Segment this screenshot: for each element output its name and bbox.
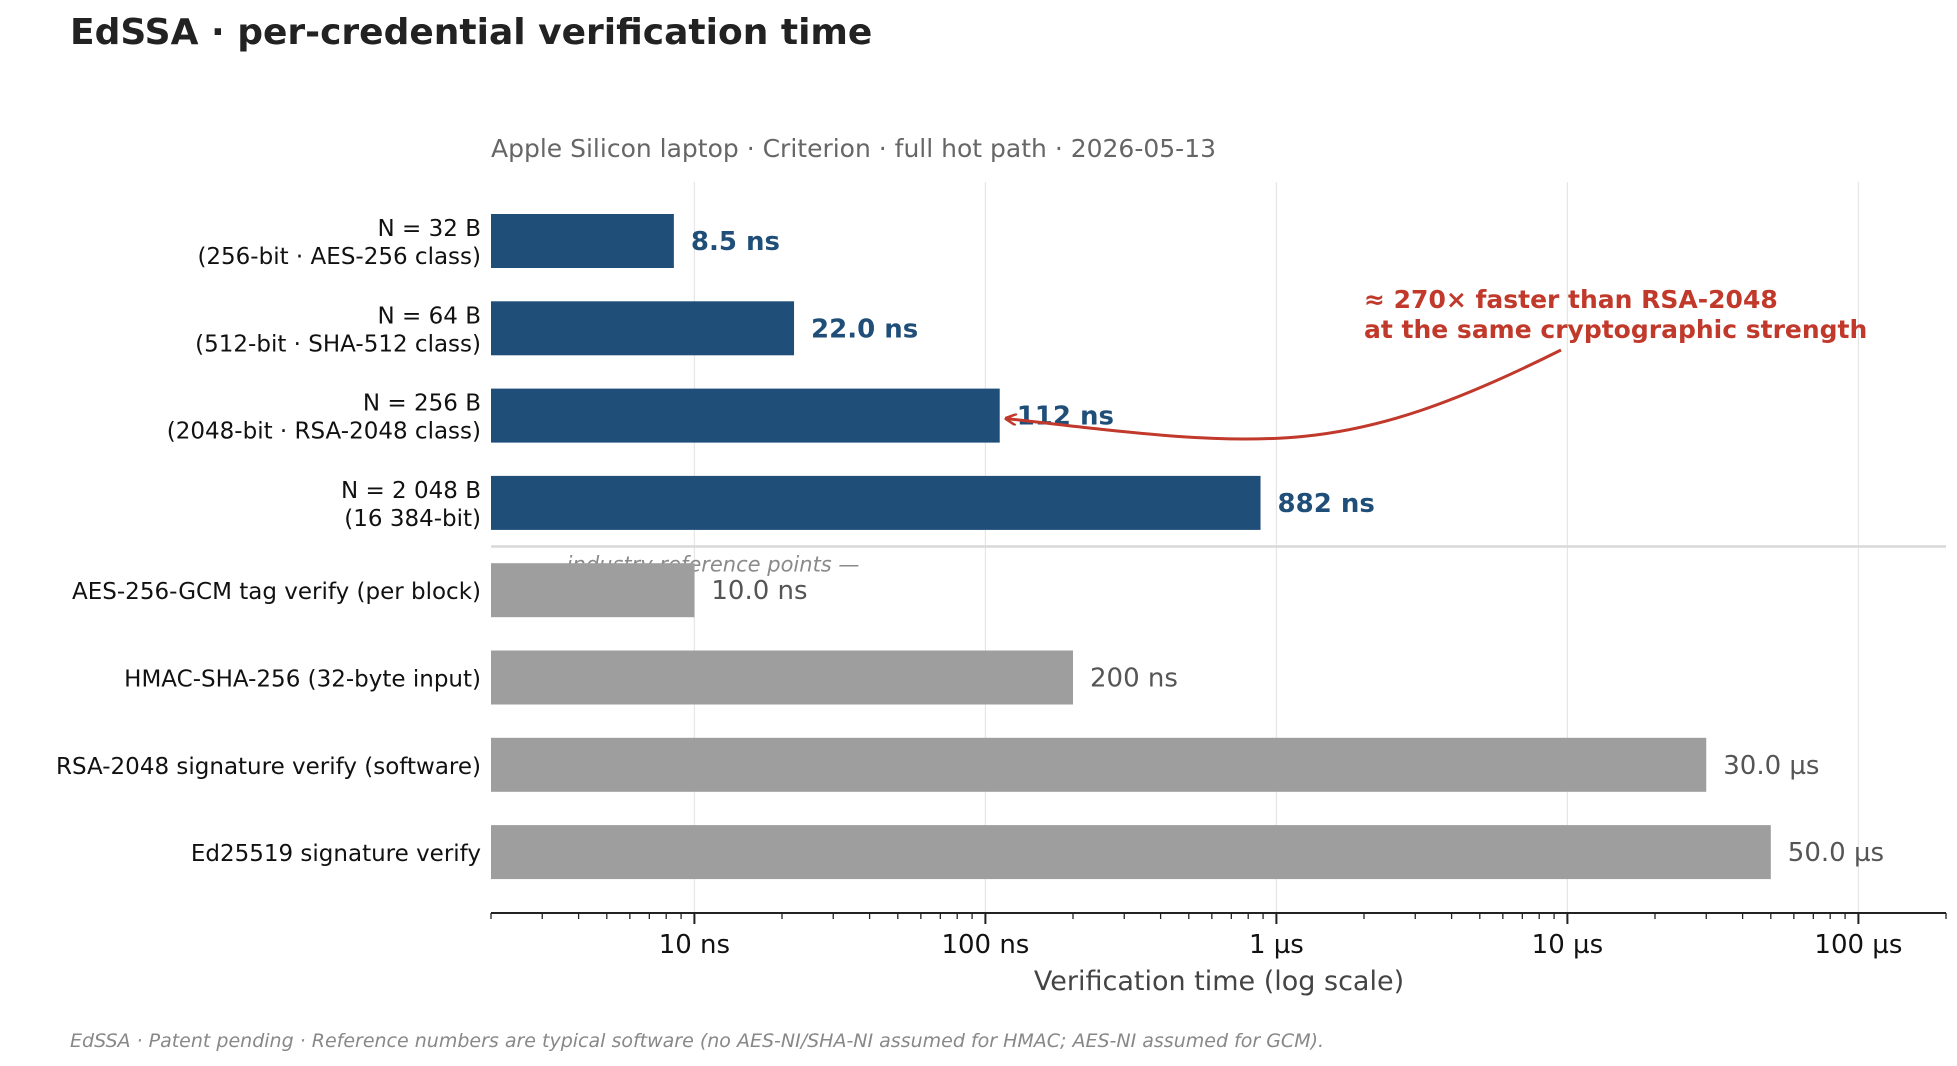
tick-label: 1 µs — [1249, 930, 1304, 960]
category-label: N = 256 B — [363, 391, 481, 417]
category-label: Ed25519 signature verify — [191, 841, 481, 867]
chart-title: EdSSA · per-credential verification time — [70, 12, 872, 53]
tick-label: 100 ns — [941, 930, 1029, 960]
category-label: N = 2 048 B — [341, 478, 481, 504]
bar — [491, 214, 674, 268]
tick-label: 100 µs — [1814, 930, 1902, 960]
annotation-text: ≈ 270× faster than RSA-2048 — [1364, 285, 1778, 314]
category-label: HMAC-SHA-256 (32-byte input) — [124, 667, 481, 693]
chart-subtitle: Apple Silicon laptop · Criterion · full … — [491, 134, 1216, 163]
category-label: (2048-bit · RSA-2048 class) — [167, 419, 481, 445]
bar — [491, 563, 695, 618]
category-label: AES-256-GCM tag verify (per block) — [72, 579, 481, 605]
category-label: N = 64 B — [378, 303, 481, 329]
category-label: RSA-2048 signature verify (software) — [56, 754, 481, 780]
data-label: 10.0 ns — [711, 576, 807, 606]
data-label: 112 ns — [1017, 402, 1114, 432]
data-label: 882 ns — [1278, 489, 1375, 519]
bar — [491, 650, 1073, 705]
bars: 8.5 ns N = 32 B(256-bit · AES-256 class) 2… — [56, 214, 1946, 880]
bar — [491, 737, 1707, 792]
data-label: 22.0 ns — [811, 314, 918, 344]
bar — [491, 388, 1000, 443]
category-label: N = 32 B — [378, 216, 481, 242]
annotation-text: at the same cryptographic strength — [1364, 315, 1867, 344]
category-label: (512-bit · SHA-512 class) — [195, 331, 481, 357]
tick-label: 10 µs — [1532, 930, 1603, 960]
bar — [491, 301, 795, 356]
category-label: (16 384-bit) — [344, 506, 481, 532]
category-label: (256-bit · AES-256 class) — [197, 244, 481, 270]
x-axis-label: Verification time (log scale) — [1034, 966, 1404, 997]
x-axis: 10 ns 100 ns 1 µs 10 µs 100 µs — [490, 912, 1947, 960]
bar — [491, 475, 1261, 530]
annotation-arrow — [1007, 348, 1562, 441]
data-label: 30.0 µs — [1723, 751, 1819, 781]
bar — [491, 825, 1771, 880]
data-label: 50.0 µs — [1788, 838, 1884, 868]
data-label: 200 ns — [1090, 664, 1178, 694]
data-label: 8.5 ns — [691, 227, 780, 257]
footnote: EdSSA · Patent pending · Reference numbe… — [70, 1030, 1324, 1052]
tick-label: 10 ns — [659, 930, 730, 960]
